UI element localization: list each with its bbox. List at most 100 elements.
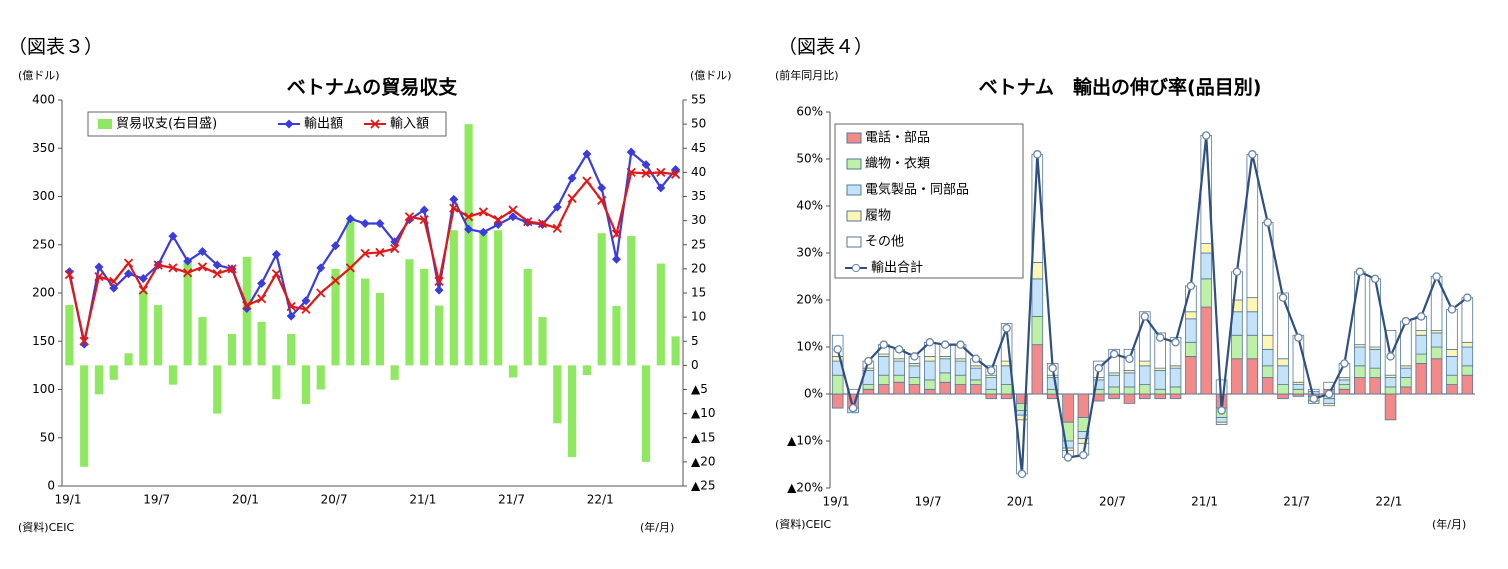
point xyxy=(271,249,281,259)
bar xyxy=(316,365,325,390)
point xyxy=(567,193,577,204)
bar xyxy=(970,367,982,381)
point xyxy=(1002,323,1011,333)
bar xyxy=(1246,358,1259,395)
bar xyxy=(862,388,875,395)
y-tick-label: 60% xyxy=(796,105,823,119)
point xyxy=(1217,406,1226,415)
bar xyxy=(1154,393,1166,400)
x-tick-label: 21/7 xyxy=(498,493,525,507)
bar xyxy=(1277,365,1289,385)
bar xyxy=(538,317,547,366)
y-unit: (前年同月比) xyxy=(775,68,839,82)
bar xyxy=(954,374,967,386)
point xyxy=(567,173,577,183)
y2-tick-label: ▲10 xyxy=(691,406,716,420)
x-tick-label: 21/1 xyxy=(1191,495,1218,509)
bar xyxy=(1246,297,1259,313)
bar xyxy=(893,374,905,383)
bar xyxy=(1123,386,1136,395)
point xyxy=(1278,293,1288,302)
source: (資料)CEIC xyxy=(775,517,831,531)
bar xyxy=(612,306,621,366)
point xyxy=(1386,352,1395,361)
bar xyxy=(1461,365,1474,376)
bar xyxy=(1169,337,1182,367)
y2-unit: (億ドル) xyxy=(690,69,732,82)
x-tick-label: 19/1 xyxy=(55,493,82,507)
bar xyxy=(479,230,488,366)
bar xyxy=(1185,355,1197,395)
bar xyxy=(1246,311,1259,336)
point xyxy=(1125,354,1134,363)
bar xyxy=(1185,311,1197,320)
point xyxy=(641,168,651,178)
bar xyxy=(1338,379,1351,385)
y-tick-label: 50% xyxy=(796,152,823,166)
bar xyxy=(1277,358,1289,367)
y-tick-label: 300 xyxy=(32,189,55,203)
bar xyxy=(375,293,384,366)
bar xyxy=(954,360,967,376)
y2-tick-label: 55 xyxy=(691,93,706,107)
point xyxy=(910,352,919,361)
bar xyxy=(954,384,967,395)
y-tick-label: 30% xyxy=(796,246,823,260)
bar xyxy=(168,365,177,385)
bar xyxy=(862,384,875,390)
bar xyxy=(970,379,982,385)
bar xyxy=(1354,346,1366,367)
bar xyxy=(1430,332,1443,348)
bar xyxy=(1154,388,1166,395)
bar xyxy=(877,374,890,386)
bar xyxy=(361,278,370,366)
point xyxy=(360,248,370,259)
bar xyxy=(94,365,104,395)
legend-swatch xyxy=(846,236,862,248)
bar xyxy=(641,365,651,462)
bar xyxy=(1261,348,1274,367)
point xyxy=(449,194,459,204)
point xyxy=(94,271,104,282)
point xyxy=(1140,312,1150,321)
bar xyxy=(1231,358,1243,395)
legend-marker xyxy=(284,119,294,129)
point xyxy=(508,212,518,222)
point xyxy=(582,149,592,159)
point xyxy=(94,262,104,272)
point xyxy=(597,195,607,205)
point xyxy=(1109,349,1119,359)
bar xyxy=(985,377,998,390)
bar xyxy=(1323,402,1335,407)
point xyxy=(345,214,355,224)
point xyxy=(1401,316,1411,326)
bar xyxy=(449,230,458,366)
legend-swatch xyxy=(98,119,112,129)
bar xyxy=(124,353,133,366)
point xyxy=(1309,394,1319,403)
bar xyxy=(1185,341,1197,357)
point xyxy=(1463,293,1472,302)
bar xyxy=(1169,393,1182,400)
bar xyxy=(1461,297,1474,343)
figure-label: （図表３） xyxy=(8,36,103,58)
bar xyxy=(671,336,680,366)
point xyxy=(1447,305,1457,314)
bar xyxy=(183,261,192,366)
x-tick-label: 20/1 xyxy=(1007,495,1034,509)
point xyxy=(1340,359,1349,368)
bar xyxy=(1338,388,1351,395)
point xyxy=(138,285,148,295)
bar xyxy=(1369,367,1381,378)
bar xyxy=(1139,365,1151,385)
bar xyxy=(970,384,982,395)
point xyxy=(879,340,889,349)
point xyxy=(1063,453,1073,462)
point xyxy=(1202,131,1211,140)
bar xyxy=(1169,367,1182,388)
bar xyxy=(924,360,936,381)
x-tick-label: 21/1 xyxy=(409,493,436,507)
point xyxy=(360,219,370,229)
bar xyxy=(568,365,577,458)
bar xyxy=(227,334,237,366)
